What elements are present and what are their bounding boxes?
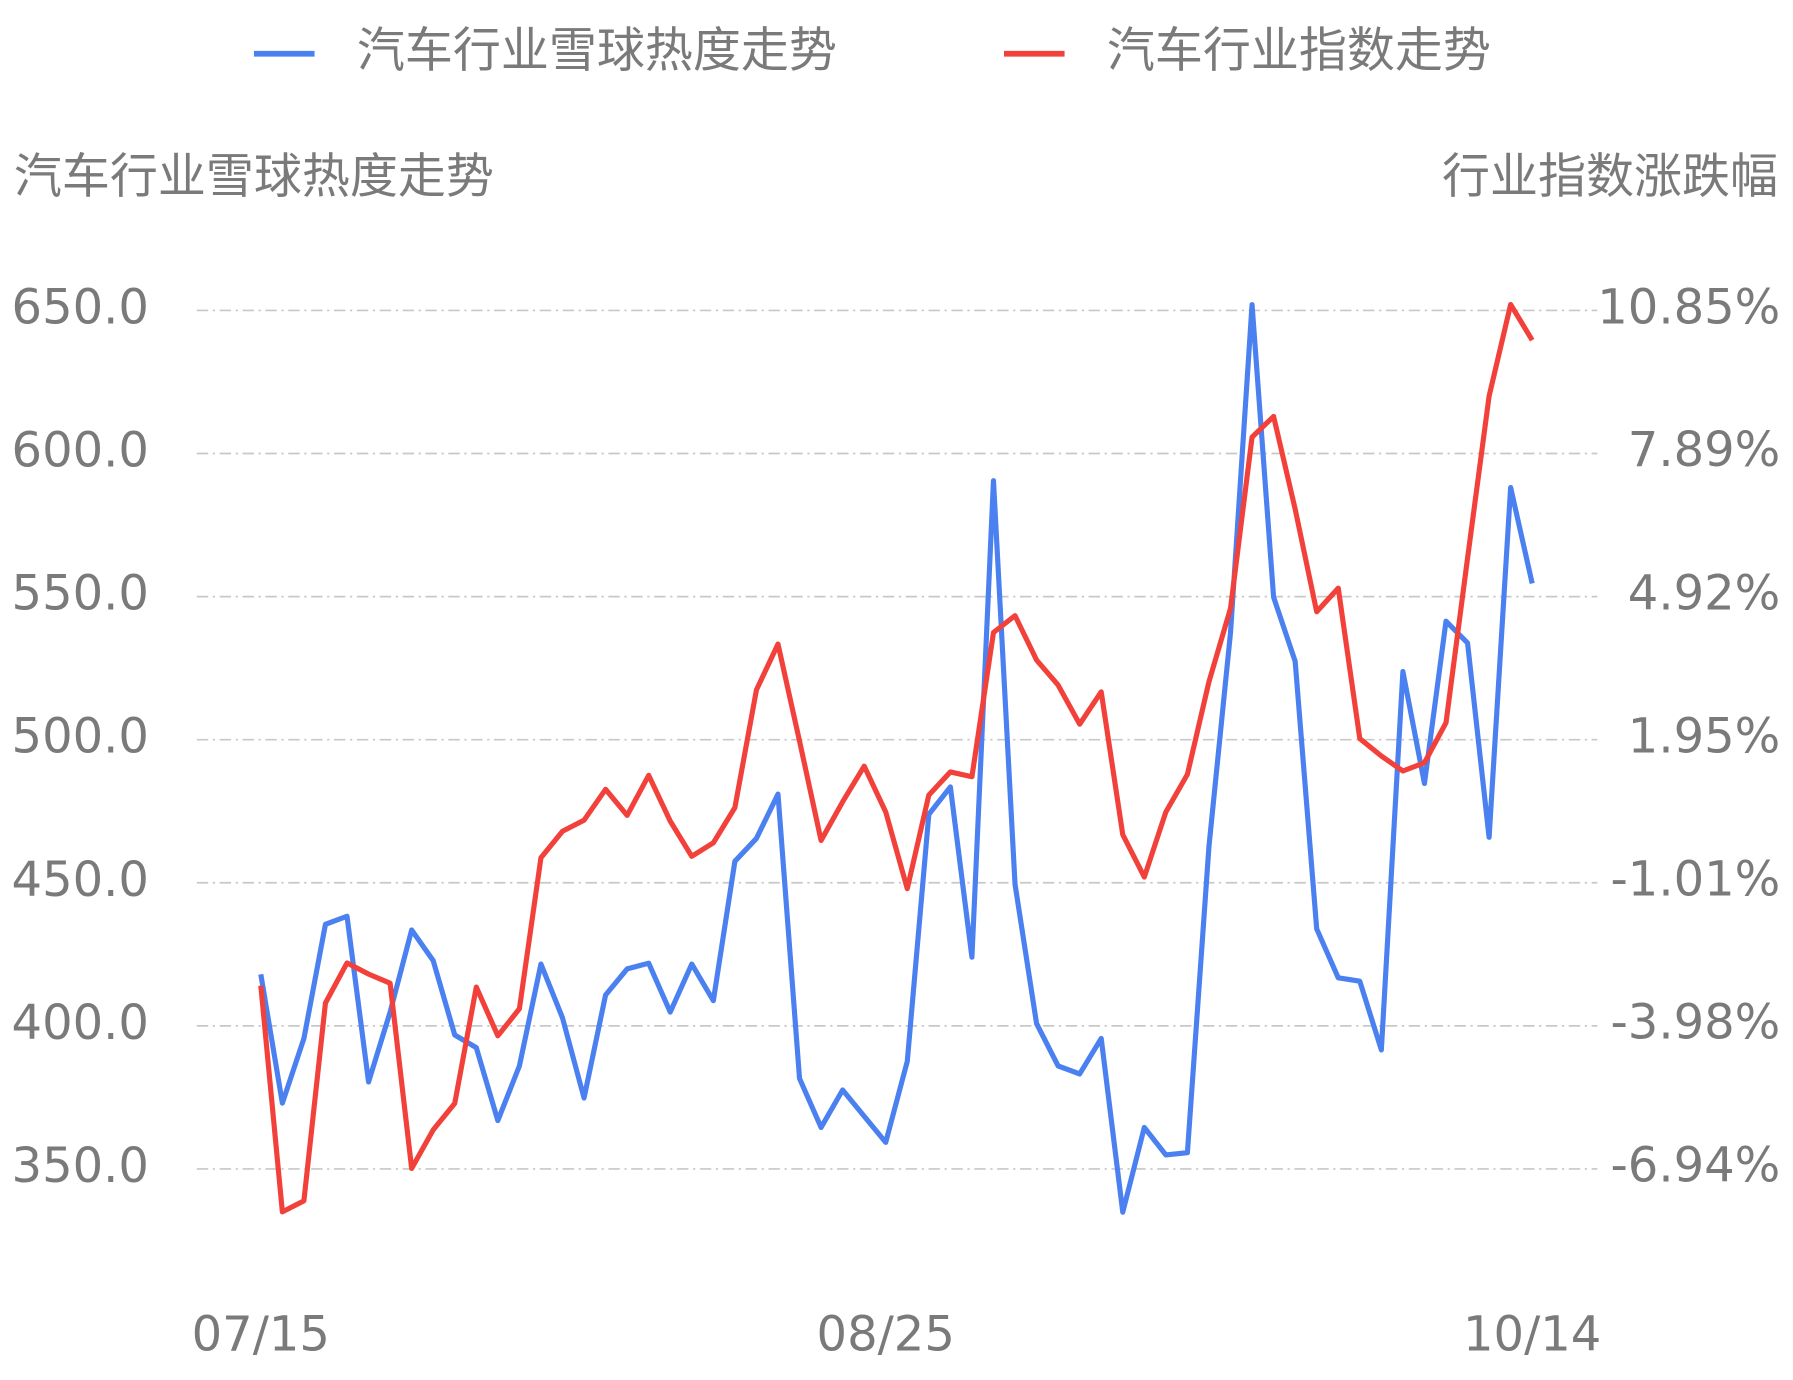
y2-tick-label: -1.01% <box>1610 851 1780 907</box>
x-tick-label: 07/15 <box>192 1307 330 1363</box>
y2-tick-label: 4.92% <box>1628 565 1780 621</box>
y-tick-label: 650.0 <box>12 279 149 335</box>
y-tick-label: 600.0 <box>12 423 149 479</box>
y-axis-title: 汽车行业雪球热度走势 <box>14 149 494 205</box>
legend-label: 汽车行业雪球热度走势 <box>357 23 837 79</box>
y2-tick-label: 7.89% <box>1628 422 1780 478</box>
legend-label: 汽车行业指数走势 <box>1107 23 1491 79</box>
x-tick-label: 10/14 <box>1463 1307 1601 1363</box>
y-tick-label: 350.0 <box>12 1138 149 1194</box>
y2-axis-title: 行业指数涨跌幅 <box>1442 149 1778 205</box>
y2-tick-label: 1.95% <box>1628 709 1780 765</box>
x-tick-label: 08/25 <box>817 1307 955 1363</box>
y-tick-label: 400.0 <box>12 995 149 1051</box>
y-tick-label: 550.0 <box>12 566 149 622</box>
y2-tick-label: -6.94% <box>1610 1137 1780 1193</box>
data-line <box>258 301 1535 1215</box>
y-tick-label: 450.0 <box>12 852 149 908</box>
y2-tick-label: 10.85% <box>1597 279 1780 335</box>
y2-tick-label: -3.98% <box>1610 995 1780 1051</box>
y-tick-label: 500.0 <box>12 709 149 765</box>
data-line <box>258 302 1535 1215</box>
